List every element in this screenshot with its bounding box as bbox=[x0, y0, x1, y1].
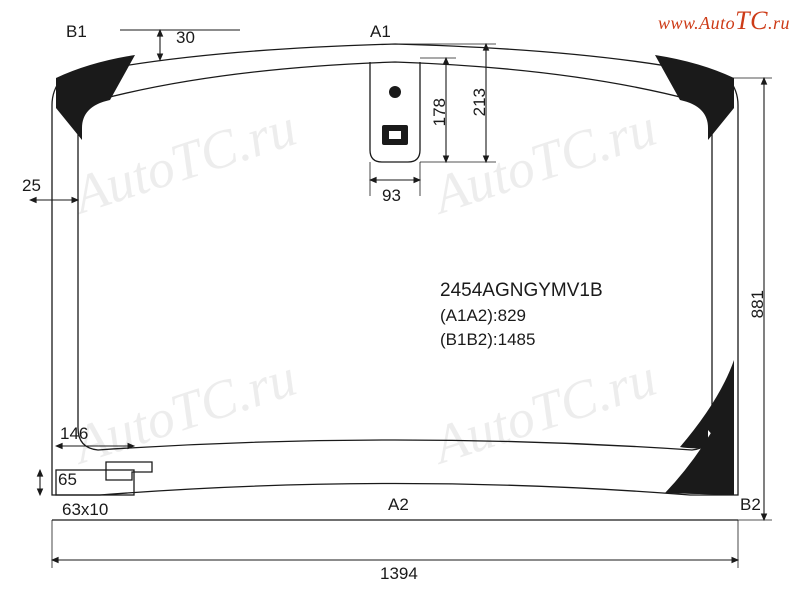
label-a1: A1 bbox=[370, 22, 391, 42]
dim-sensor-h1: 178 bbox=[430, 98, 450, 126]
dim-sensor-w: 93 bbox=[382, 186, 401, 206]
part-code: 2454AGNGYMV1B bbox=[440, 280, 603, 302]
dim-left-gap: 25 bbox=[22, 176, 41, 196]
part-b-line: (B1B2):1485 bbox=[440, 330, 535, 350]
dim-bottom-w: 1394 bbox=[380, 564, 418, 584]
dim-right-h: 881 bbox=[748, 290, 768, 318]
dim-corner-h: 65 bbox=[58, 470, 77, 490]
dim-top-gap: 30 bbox=[176, 28, 195, 48]
dim-corner-w: 146 bbox=[60, 424, 88, 444]
diagram-stage: AutoTC.ru AutoTC.ru AutoTC.ru AutoTC.ru … bbox=[0, 0, 800, 600]
label-a2: A2 bbox=[388, 495, 409, 515]
dim-sensor-h2: 213 bbox=[470, 88, 490, 116]
label-b1: B1 bbox=[66, 22, 87, 42]
part-a-line: (A1A2):829 bbox=[440, 306, 526, 326]
label-b2: B2 bbox=[740, 495, 761, 515]
dim-corner-arr: 63x10 bbox=[62, 500, 108, 520]
